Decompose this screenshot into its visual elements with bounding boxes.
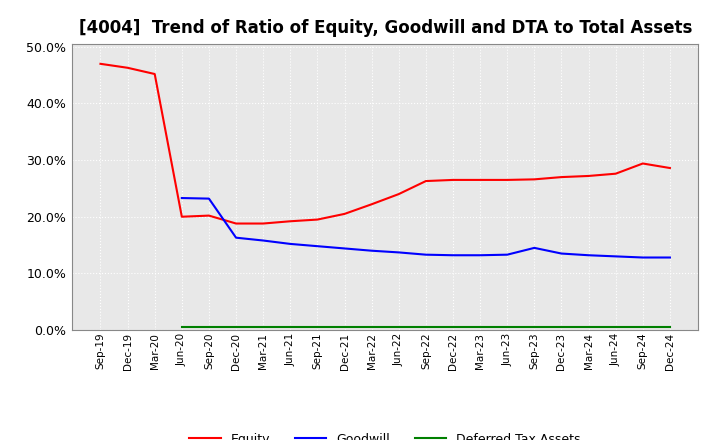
Goodwill (232, 235, 240, 240)
Goodwill (639, 255, 647, 260)
Goodwill (341, 246, 349, 251)
Deferred Tax Assets (313, 325, 322, 330)
Equity (449, 177, 457, 183)
Deferred Tax Assets (232, 325, 240, 330)
Equity (584, 173, 593, 179)
Goodwill (178, 195, 186, 201)
Goodwill (204, 196, 213, 201)
Equity (557, 174, 566, 180)
Deferred Tax Assets (665, 325, 674, 330)
Equity (313, 217, 322, 222)
Goodwill (286, 241, 294, 246)
Deferred Tax Assets (557, 325, 566, 330)
Deferred Tax Assets (421, 325, 430, 330)
Goodwill (530, 245, 539, 250)
Equity (96, 61, 105, 66)
Equity (259, 221, 268, 226)
Equity (123, 65, 132, 70)
Deferred Tax Assets (204, 325, 213, 330)
Line: Goodwill: Goodwill (182, 198, 670, 257)
Equity (232, 221, 240, 226)
Legend: Equity, Goodwill, Deferred Tax Assets: Equity, Goodwill, Deferred Tax Assets (184, 428, 586, 440)
Deferred Tax Assets (286, 325, 294, 330)
Deferred Tax Assets (341, 325, 349, 330)
Goodwill (313, 244, 322, 249)
Deferred Tax Assets (259, 325, 268, 330)
Deferred Tax Assets (639, 325, 647, 330)
Line: Equity: Equity (101, 64, 670, 224)
Equity (341, 211, 349, 216)
Goodwill (421, 252, 430, 257)
Title: [4004]  Trend of Ratio of Equity, Goodwill and DTA to Total Assets: [4004] Trend of Ratio of Equity, Goodwil… (78, 19, 692, 37)
Equity (367, 202, 376, 207)
Equity (665, 165, 674, 171)
Goodwill (395, 250, 403, 255)
Deferred Tax Assets (476, 325, 485, 330)
Goodwill (557, 251, 566, 256)
Equity (150, 71, 159, 77)
Equity (204, 213, 213, 218)
Equity (286, 219, 294, 224)
Deferred Tax Assets (584, 325, 593, 330)
Goodwill (611, 254, 620, 259)
Equity (476, 177, 485, 183)
Goodwill (259, 238, 268, 243)
Goodwill (367, 248, 376, 253)
Equity (421, 178, 430, 183)
Equity (178, 214, 186, 220)
Equity (395, 191, 403, 197)
Goodwill (449, 253, 457, 258)
Deferred Tax Assets (530, 325, 539, 330)
Deferred Tax Assets (367, 325, 376, 330)
Deferred Tax Assets (178, 325, 186, 330)
Deferred Tax Assets (503, 325, 511, 330)
Equity (530, 177, 539, 182)
Goodwill (503, 252, 511, 257)
Equity (503, 177, 511, 183)
Goodwill (584, 253, 593, 258)
Goodwill (476, 253, 485, 258)
Deferred Tax Assets (449, 325, 457, 330)
Goodwill (665, 255, 674, 260)
Deferred Tax Assets (611, 325, 620, 330)
Equity (611, 171, 620, 176)
Deferred Tax Assets (395, 325, 403, 330)
Equity (639, 161, 647, 166)
